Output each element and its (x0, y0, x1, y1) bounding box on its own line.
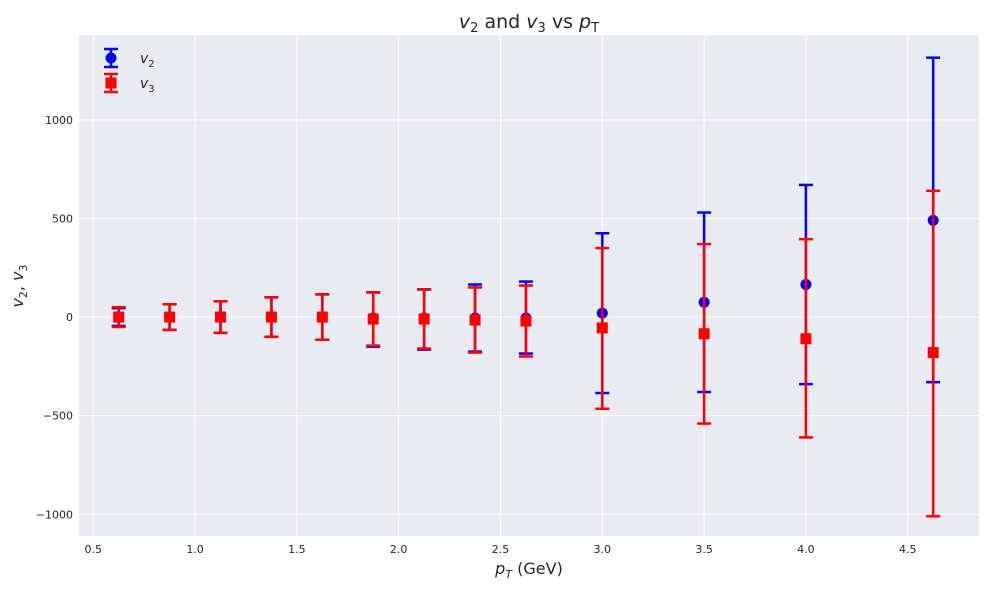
point-v3 (367, 313, 379, 325)
series-v3 (111, 189, 941, 518)
x-tick-label: 3.0 (594, 543, 612, 556)
point-v3 (800, 333, 812, 345)
x-tick-label: 2.5 (492, 543, 510, 556)
point-v3 (418, 313, 430, 325)
point-v3 (927, 347, 939, 359)
point-v3 (698, 328, 710, 340)
y-tick-label: 0 (66, 311, 73, 324)
point-v3 (164, 311, 176, 323)
x-tick-label: 3.5 (695, 543, 713, 556)
x-tick-label: 4.0 (797, 543, 815, 556)
point-v3 (265, 311, 277, 323)
series-layer (111, 56, 941, 518)
tick-labels: 0.5 1.0 1.5 2.0 2.5 3.0 3.5 4.0 4.5 −1000 −500 0 500… (36, 114, 917, 556)
point-v3 (113, 311, 125, 323)
legend-label-v2: v2 (140, 51, 155, 70)
point-v3 (596, 322, 608, 334)
legend-marker-v2 (104, 47, 118, 69)
y-tick-label: 1000 (45, 114, 73, 127)
x-tick-label: 1.5 (288, 543, 306, 556)
y-tick-label: −1000 (36, 508, 73, 521)
y-axis-title: v2, v3 (8, 264, 30, 307)
legend: v2 v3 (104, 47, 155, 95)
x-tick-label: 0.5 (85, 543, 103, 556)
x-tick-label: 2.0 (390, 543, 408, 556)
chart-title: v2 and v3 vs pT (459, 11, 599, 36)
legend-item-v3: v3 (104, 72, 155, 95)
point-v3 (520, 315, 532, 327)
x-axis-title: pT (GeV) (494, 559, 563, 581)
x-tick-label: 1.0 (186, 543, 204, 556)
point-v3 (469, 314, 481, 326)
grid (79, 35, 979, 536)
legend-marker-v3 (104, 72, 118, 94)
x-tick-label: 4.5 (899, 543, 917, 556)
legend-item-v2: v2 (104, 47, 155, 70)
point-v3 (316, 311, 328, 323)
y-tick-label: −500 (43, 410, 73, 423)
y-tick-label: 500 (52, 212, 73, 225)
point-v3 (215, 311, 227, 323)
legend-label-v3: v3 (140, 76, 155, 95)
